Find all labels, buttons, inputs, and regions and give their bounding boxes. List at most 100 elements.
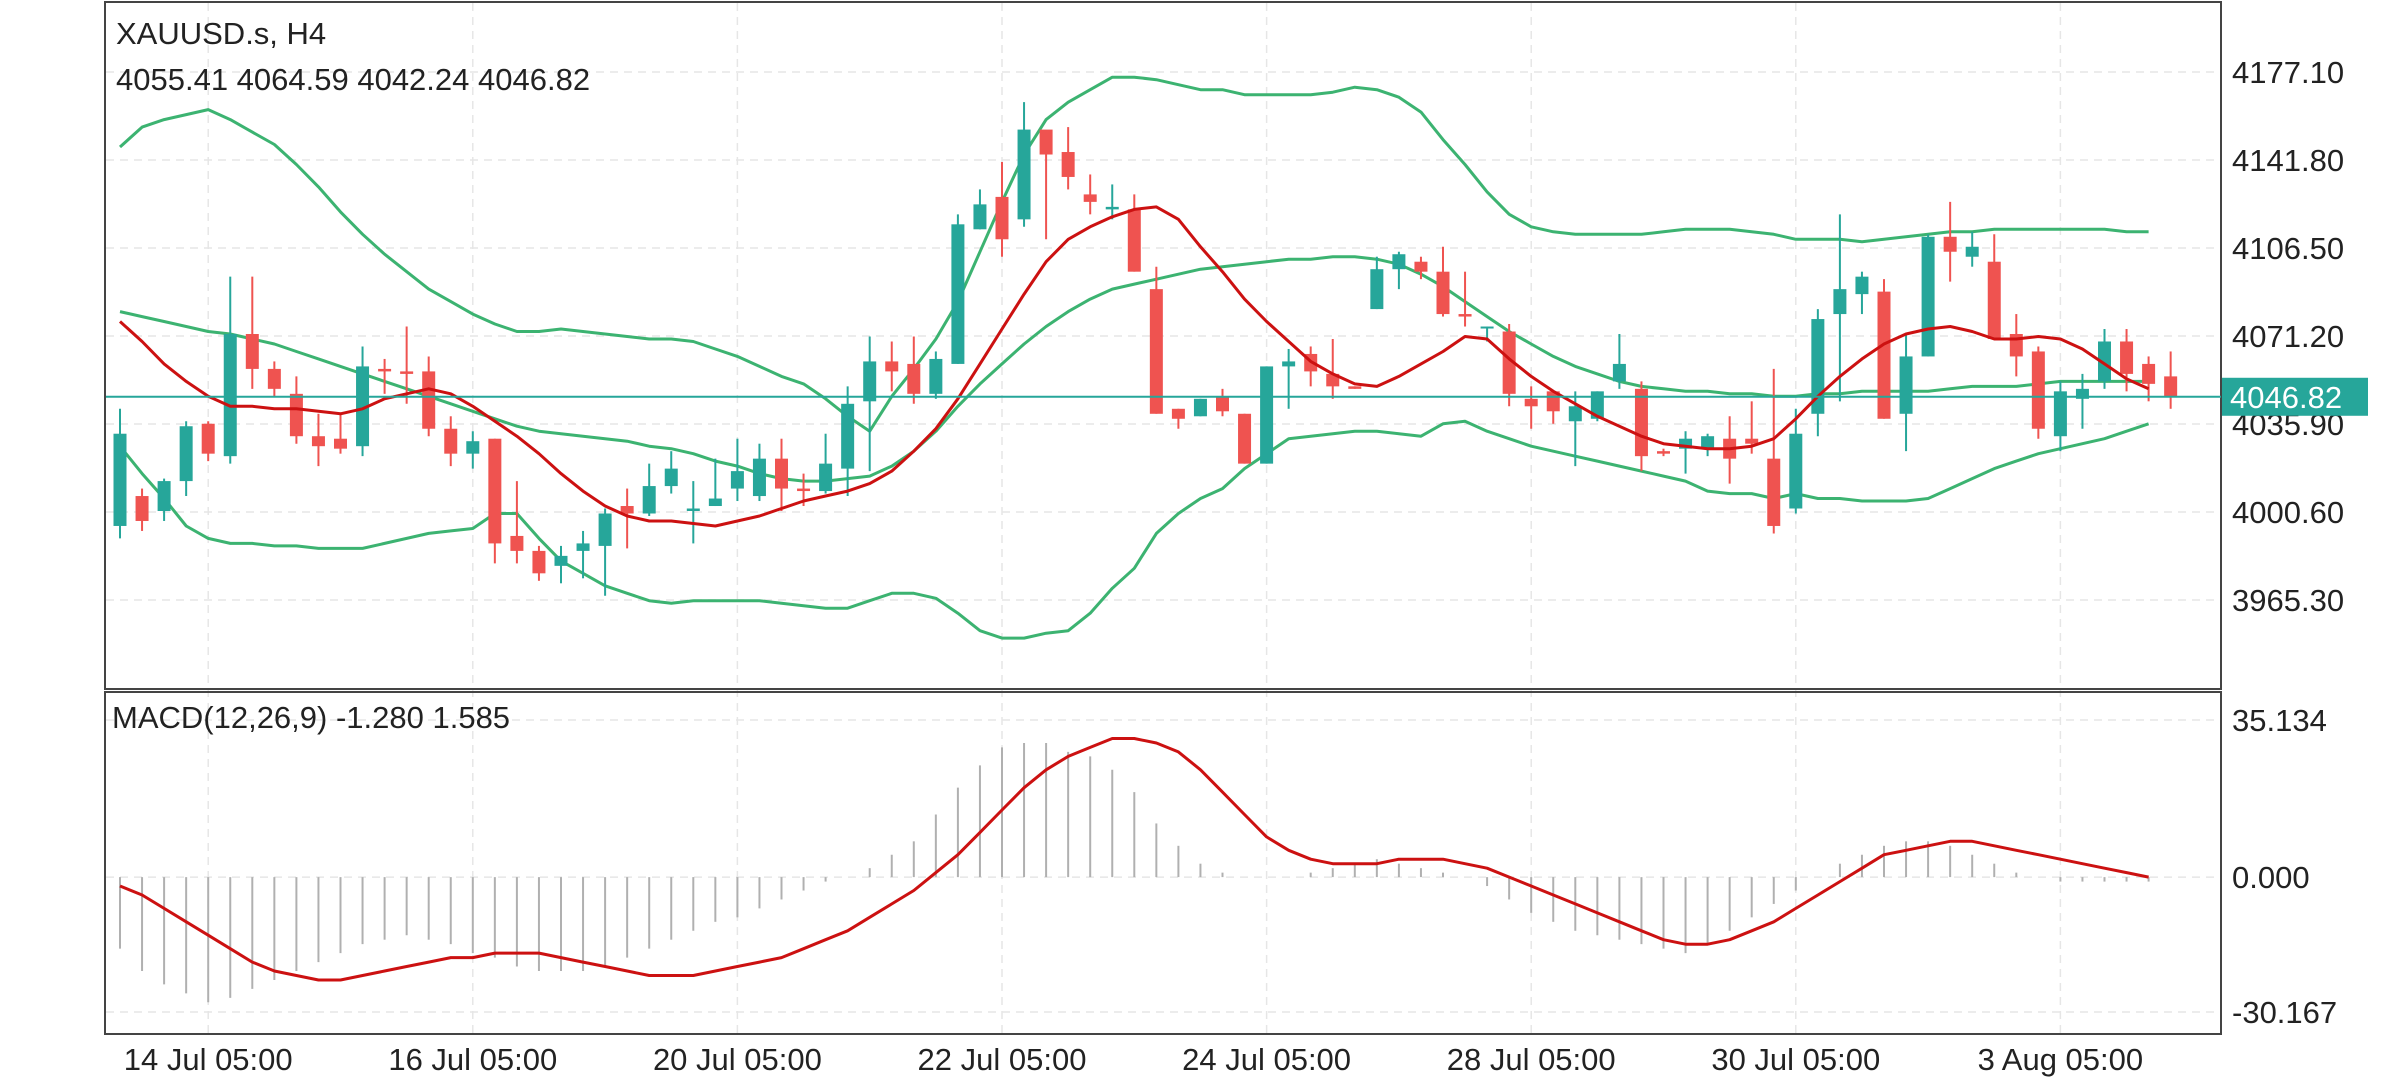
- candle: [1238, 413, 1252, 464]
- candle-body: [1987, 261, 2001, 339]
- candle-body: [466, 441, 480, 454]
- candle: [113, 408, 127, 539]
- candle: [1921, 234, 1935, 357]
- candle: [1524, 386, 1538, 429]
- candle: [2009, 314, 2023, 377]
- candle: [730, 438, 744, 502]
- candle: [400, 326, 414, 404]
- candle-body: [1855, 276, 1869, 295]
- candle: [1679, 431, 1693, 474]
- candle: [819, 433, 833, 494]
- candle-body: [1238, 413, 1252, 464]
- candle-body: [1833, 289, 1847, 315]
- bollinger-upper-line: [118, 75, 2149, 433]
- candle-body: [267, 368, 281, 389]
- time-axis-tick-label: 22 Jul 05:00: [918, 1042, 1087, 1077]
- candle-body: [289, 393, 303, 437]
- macd-indicator-label: MACD(12,26,9) -1.280 1.585: [112, 700, 511, 735]
- candle-body: [1414, 261, 1428, 272]
- candle-body: [1370, 269, 1384, 310]
- candle: [2031, 346, 2045, 439]
- candle: [1436, 246, 1450, 317]
- candle: [1260, 366, 1274, 464]
- candle: [223, 276, 237, 464]
- candlestick-series[interactable]: [113, 102, 2178, 596]
- candle-body: [885, 361, 899, 372]
- candle: [1127, 194, 1141, 272]
- candle: [1216, 388, 1229, 417]
- candle: [1855, 271, 1869, 315]
- candle-body: [1943, 236, 1957, 252]
- candle: [510, 481, 524, 564]
- candle: [951, 214, 965, 364]
- candle-body: [1745, 438, 1759, 444]
- candle-body: [1282, 361, 1296, 367]
- candle-body: [334, 438, 347, 449]
- candle: [598, 508, 612, 596]
- candle-body: [2142, 363, 2156, 384]
- price-axis-tick-label: 4106.50: [2232, 231, 2344, 266]
- candle-body: [1634, 388, 1648, 457]
- candle: [2098, 329, 2111, 389]
- candle-body: [1171, 408, 1185, 419]
- candle-body: [929, 358, 943, 394]
- candle: [775, 438, 788, 512]
- candle: [973, 189, 987, 230]
- candle-body: [1216, 396, 1229, 412]
- candle-body: [1877, 291, 1891, 419]
- candle: [642, 463, 656, 516]
- candle: [885, 341, 899, 392]
- macd-axis-tick-label: 35.134: [2232, 703, 2327, 738]
- candle: [2120, 329, 2134, 392]
- candle-body: [1701, 436, 1715, 449]
- macd-signal-line: [119, 737, 2149, 982]
- time-axis-tick-label: 30 Jul 05:00: [1711, 1042, 1880, 1077]
- candle-body: [1193, 398, 1207, 417]
- candle: [1348, 386, 1362, 389]
- candle-body: [1568, 406, 1582, 422]
- price-axis-tick-label: 3965.30: [2232, 583, 2344, 618]
- candle-body: [1260, 366, 1274, 464]
- candle: [1193, 398, 1207, 417]
- candle-body: [400, 371, 414, 374]
- candle: [1282, 348, 1296, 409]
- candle: [1899, 334, 1913, 452]
- candle-body: [378, 368, 392, 372]
- candle-body: [642, 486, 656, 514]
- candle-body: [620, 506, 634, 514]
- time-axis-tick-label: 28 Jul 05:00: [1447, 1042, 1616, 1077]
- candle-body: [752, 458, 766, 497]
- candle-body: [1127, 209, 1141, 272]
- macd-indicator: [119, 737, 2150, 1003]
- bollinger-middle-line: [119, 255, 2149, 483]
- candle: [1833, 214, 1847, 402]
- candle: [1701, 433, 1715, 457]
- candle-body: [201, 423, 215, 454]
- candle: [378, 358, 392, 394]
- bollinger-lower-line: [118, 419, 2150, 640]
- candle-body: [797, 488, 811, 492]
- candle-body: [422, 371, 436, 429]
- candle-body: [1965, 246, 1979, 257]
- candle-body: [532, 550, 546, 574]
- candle-body: [819, 463, 833, 492]
- price-axis-tick-label: 4141.80: [2232, 143, 2344, 178]
- macd-axis-tick-label: -30.167: [2232, 995, 2337, 1030]
- candle: [1965, 231, 1979, 267]
- candle: [267, 361, 281, 397]
- time-axis-tick-label: 3 Aug 05:00: [1978, 1042, 2144, 1077]
- candle: [356, 346, 370, 457]
- time-axis-tick-label: 20 Jul 05:00: [653, 1042, 822, 1077]
- candle: [1767, 368, 1781, 534]
- candle-body: [598, 513, 612, 546]
- current-price-tag: [2222, 377, 2368, 416]
- candle-body: [730, 471, 744, 489]
- candle: [1304, 346, 1318, 387]
- candle-body: [1524, 398, 1538, 407]
- candle-body: [2053, 391, 2067, 437]
- candle: [2053, 381, 2067, 452]
- candle: [334, 413, 347, 454]
- candle-body: [995, 196, 1009, 240]
- candle: [1392, 251, 1406, 290]
